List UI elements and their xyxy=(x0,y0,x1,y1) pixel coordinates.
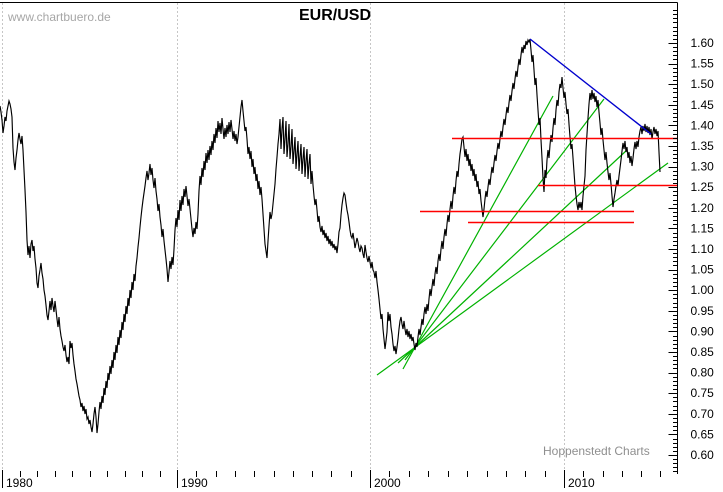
y-tick-label: 0.80 xyxy=(691,366,715,380)
blue-trendline xyxy=(529,38,652,135)
x-tick-label: 2000 xyxy=(374,476,401,490)
y-tick-label: 1.55 xyxy=(691,57,715,71)
y-tick-label: 1.00 xyxy=(691,283,715,297)
y-tick-label: 0.70 xyxy=(691,407,715,421)
y-tick-label: 1.50 xyxy=(691,77,715,91)
x-axis: 1980 1990 2000 2010 xyxy=(2,470,661,490)
y-axis: 1.60 1.55 1.50 1.45 1.40 1.35 1.30 1.25 1.20 1.15… xyxy=(668,10,715,472)
y-tick-label: 1.40 xyxy=(691,118,715,132)
price-series xyxy=(0,38,661,434)
credit-label: Hoppenstedt Charts xyxy=(543,444,650,458)
red-level-lines xyxy=(420,137,677,224)
axis-frame xyxy=(0,2,678,474)
y-tick-label: 1.20 xyxy=(691,201,715,215)
y-tick-label: 0.65 xyxy=(691,427,715,441)
y-tick-label: 0.60 xyxy=(691,448,715,462)
y-tick-label: 0.75 xyxy=(691,386,715,400)
y-tick-label: 0.90 xyxy=(691,324,715,338)
y-tick-label: 1.10 xyxy=(691,242,715,256)
page-title: EUR/USD xyxy=(298,7,371,24)
decade-gridlines xyxy=(2,3,565,469)
y-tick-label: 1.05 xyxy=(691,263,715,277)
y-tick-label: 1.30 xyxy=(691,160,715,174)
y-tick-label: 1.45 xyxy=(691,98,715,112)
y-tick-label: 1.25 xyxy=(691,180,715,194)
y-tick-label: 0.95 xyxy=(691,304,715,318)
x-tick-label: 2010 xyxy=(568,476,595,490)
y-tick-label: 1.15 xyxy=(691,221,715,235)
x-tick-label: 1990 xyxy=(181,476,208,490)
y-tick-label: 1.35 xyxy=(691,139,715,153)
y-tick-label: 1.60 xyxy=(691,36,715,50)
y-tick-label: 0.85 xyxy=(691,345,715,359)
x-tick-label: 1980 xyxy=(6,476,33,490)
watermark: www.chartbuero.de xyxy=(8,10,111,24)
